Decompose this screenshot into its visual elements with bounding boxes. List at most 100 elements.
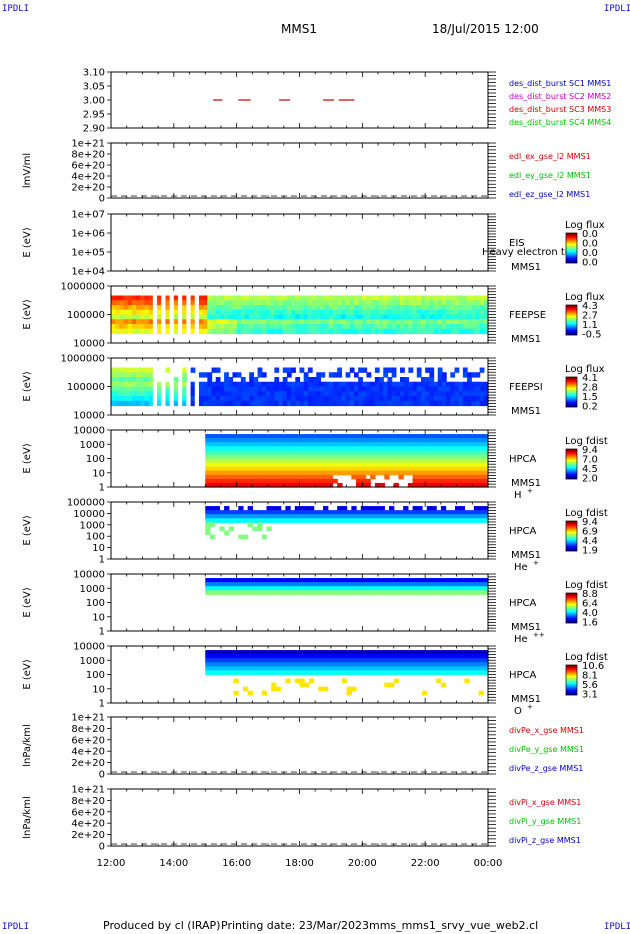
heatmap-cell	[362, 396, 368, 402]
heatmap-cell	[280, 578, 286, 583]
heatmap-cell	[360, 466, 367, 472]
heatmap-cell	[475, 396, 481, 402]
heatmap-cell	[417, 466, 423, 472]
colorbar-swatch	[566, 333, 577, 335]
heatmap-cell	[412, 510, 418, 515]
heatmap-cell	[182, 391, 187, 397]
heatmap-cell	[425, 324, 430, 330]
heatmap-cell	[332, 650, 338, 655]
heatmap-cell	[224, 510, 230, 515]
heatmap-cell	[379, 650, 385, 655]
heatmap-cell	[275, 474, 282, 480]
heatmap-cell	[219, 434, 225, 439]
heatmap-cell	[370, 324, 376, 330]
colorbar-swatch	[566, 236, 577, 238]
heatmap-cell	[318, 450, 324, 456]
heatmap-cell	[341, 450, 348, 456]
heatmap-cell	[384, 514, 390, 519]
heatmap-cell	[131, 305, 137, 311]
heatmap-cell	[358, 309, 363, 316]
heatmap-cell	[417, 586, 423, 591]
heatmap-cell	[328, 300, 334, 306]
heatmap-cell	[425, 396, 430, 402]
heatmap-cell	[238, 590, 244, 595]
heatmap-cell	[389, 662, 395, 667]
heatmap-cell	[275, 454, 282, 460]
heatmap-cell	[308, 518, 315, 523]
heatmap-cell	[437, 372, 443, 378]
heatmap-cell	[224, 396, 229, 402]
heatmap-cell	[215, 386, 221, 392]
heatmap-cell	[384, 438, 390, 443]
heatmap-cell	[157, 324, 162, 330]
heatmap-cell	[238, 462, 244, 468]
heatmap-cell	[304, 506, 310, 511]
heatmap-cell	[379, 514, 385, 519]
heatmap-cell	[136, 377, 141, 383]
heatmap-cell	[337, 396, 342, 402]
heatmap-cell	[266, 654, 272, 659]
heatmap-cell	[425, 386, 430, 392]
colorbar-tick-label: 5.6	[582, 680, 598, 691]
heatmap-cell	[389, 458, 395, 464]
heatmap-cell	[224, 662, 230, 667]
heatmap-cell	[304, 438, 310, 443]
heatmap-cell	[242, 482, 249, 488]
heatmap-cell	[257, 670, 263, 676]
heatmap-cell	[383, 328, 389, 335]
legend-entry: des_dist_burst SC3 MMS3	[509, 105, 611, 114]
heatmap-cell	[316, 305, 322, 311]
heatmap-cell	[115, 367, 120, 373]
heatmap-cell	[404, 377, 410, 383]
y-axis-label: E (eV)	[22, 443, 33, 473]
heatmap-cell	[111, 295, 116, 301]
heatmap-cell	[440, 666, 447, 672]
heatmap-cell	[286, 300, 292, 306]
heatmap-cell	[285, 578, 291, 583]
colorbar-swatch	[566, 665, 577, 667]
heatmap-cell	[351, 458, 357, 464]
heatmap-cell	[299, 586, 305, 591]
heatmap-cell	[346, 450, 352, 456]
heatmap-cell	[190, 295, 196, 301]
heatmap-cell	[304, 654, 310, 659]
heatmap-cell	[362, 295, 368, 301]
heatmap-cell	[471, 381, 477, 388]
heatmap-cell	[407, 482, 414, 488]
heatmap-cell	[278, 300, 284, 306]
heatmap-gap	[169, 328, 175, 335]
heatmap-gap	[178, 295, 183, 301]
colorbar-title: Log flux	[565, 220, 605, 231]
heatmap-cell	[483, 586, 489, 591]
heatmap-cell	[374, 590, 381, 595]
heatmap-cell	[127, 324, 133, 330]
heatmap-cell	[454, 381, 460, 388]
heatmap-cell	[469, 666, 475, 672]
heatmap-cell	[420, 314, 426, 320]
heatmap-cell	[483, 314, 489, 320]
heatmap-cell	[275, 458, 282, 464]
heatmap-cell	[366, 381, 372, 388]
heatmap-cell	[483, 466, 489, 472]
heatmap-cell	[473, 518, 480, 523]
heatmap-cell	[209, 450, 216, 456]
heatmap-cell	[478, 662, 484, 667]
heatmap-cell	[238, 506, 244, 511]
heatmap-cell	[332, 666, 338, 672]
heatmap-cell	[441, 324, 447, 330]
heatmap-gap	[152, 314, 158, 320]
heatmap-cell	[440, 442, 447, 447]
heatmap-cell	[307, 319, 313, 325]
heatmap-cell	[252, 474, 258, 480]
heatmap-cell	[328, 400, 334, 407]
heatmap-cell	[374, 319, 380, 325]
heatmap-cell	[280, 514, 286, 519]
heatmap-cell	[353, 400, 359, 407]
heatmap-cell	[360, 518, 367, 523]
heatmap-cell	[247, 522, 253, 528]
heatmap-cell	[362, 391, 368, 397]
colorbar-tick-label: 2.7	[582, 311, 598, 322]
heatmap-cell	[308, 654, 315, 659]
heatmap-cell	[228, 434, 235, 439]
heatmap-cell	[265, 319, 271, 325]
